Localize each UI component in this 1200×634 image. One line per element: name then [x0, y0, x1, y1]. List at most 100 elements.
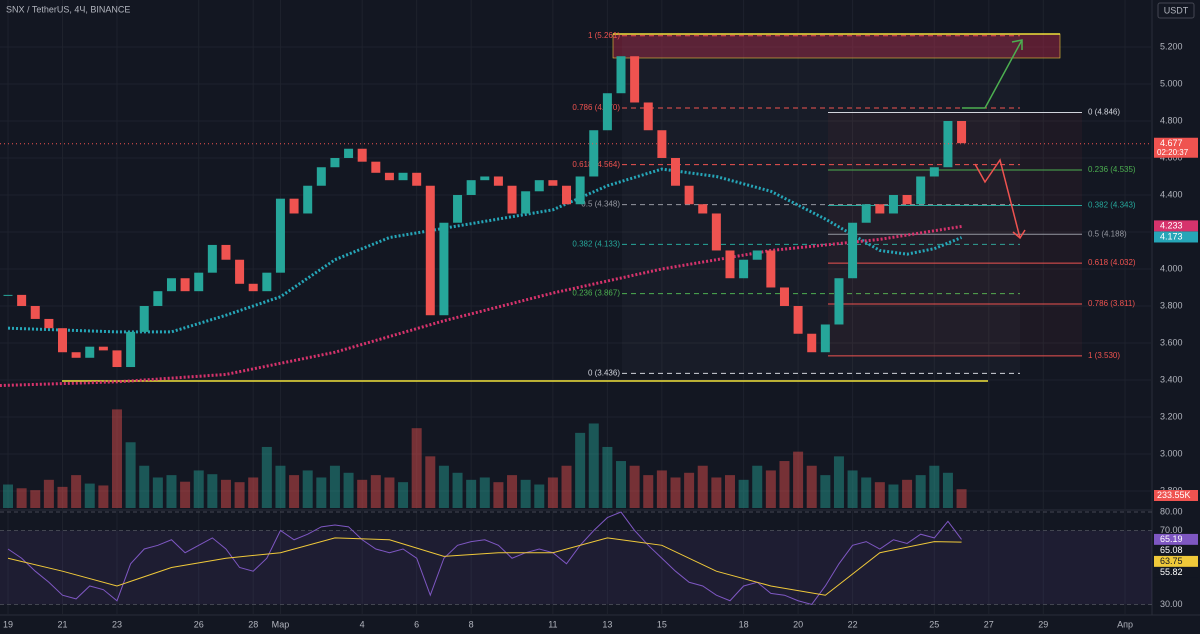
rsi-value: 55.82: [1160, 567, 1183, 577]
y-tick-label: 3.800: [1160, 300, 1183, 310]
x-tick-label: 8: [469, 619, 474, 629]
arrow-down: [974, 158, 1021, 239]
fib-label: 0.786 (3.811): [1088, 299, 1135, 308]
volume-bar: [697, 465, 708, 508]
arrow-up-head: [1011, 39, 1023, 50]
candle: [194, 272, 204, 292]
volume-bar: [874, 482, 885, 508]
volume-bar: [902, 479, 913, 508]
x-tick-label: 18: [739, 619, 749, 629]
fib-label: 0.236 (4.535): [1088, 165, 1136, 174]
rsi-line: [7, 511, 962, 606]
volume-bar: [793, 451, 804, 508]
volume-bar: [30, 490, 41, 508]
volume-bar: [261, 446, 272, 508]
volume-bar: [411, 428, 422, 508]
candle: [153, 291, 163, 306]
y-tick-label: 5.000: [1160, 78, 1183, 88]
candle: [698, 204, 708, 214]
fib-label: 0.5 (4.188): [1088, 229, 1127, 238]
fib-label: 0.5 (4.348): [581, 200, 620, 209]
ma-label: 4.173: [1160, 231, 1183, 241]
currency-box: [1157, 2, 1195, 19]
volume-bar: [493, 482, 504, 508]
candle: [303, 185, 313, 214]
volume-bar: [711, 477, 722, 508]
candle: [834, 278, 844, 325]
volume-bar: [193, 470, 204, 508]
fib-label: 1 (3.530): [1088, 351, 1120, 360]
x-tick-label: Апр: [1117, 619, 1133, 629]
x-tick-label: 19: [3, 619, 13, 629]
rsi-value: 65.19: [1160, 534, 1183, 544]
rsi-value: 65.08: [1160, 545, 1183, 555]
y-tick-label: 3.400: [1160, 374, 1183, 384]
volume-bar: [398, 482, 409, 508]
volume-bar: [357, 479, 368, 508]
arrow-down-head: [1012, 229, 1026, 240]
volume-bar: [289, 475, 300, 508]
candle: [684, 185, 694, 205]
fib-label: 1 (5.261): [588, 31, 620, 40]
candle: [916, 176, 926, 205]
volume-bar: [833, 456, 844, 508]
candle: [71, 352, 81, 358]
candle: [739, 259, 749, 279]
candle: [875, 204, 885, 214]
volume-bar: [57, 486, 68, 508]
volume-bar: [452, 472, 463, 508]
candle: [17, 294, 27, 306]
x-tick-label: 22: [848, 619, 858, 629]
candle: [412, 172, 422, 186]
candle: [98, 346, 108, 351]
candle: [807, 333, 817, 353]
candle: [262, 272, 272, 292]
volume-bar: [684, 472, 695, 508]
volume-bar: [915, 475, 926, 508]
candle: [221, 244, 231, 260]
y-tick-label: 4.000: [1160, 263, 1183, 273]
candle: [480, 176, 490, 181]
candle: [139, 305, 149, 332]
volume-bar: [302, 470, 313, 508]
volume-bar: [98, 485, 109, 508]
rsi-tick-label: 80.00: [1160, 506, 1183, 516]
moving-average: [0, 224, 962, 388]
volume-bar: [180, 481, 191, 508]
x-tick-label: 25: [929, 619, 939, 629]
x-tick-label: 27: [984, 619, 994, 629]
ma-label-bg: [1154, 220, 1198, 232]
candle: [929, 167, 939, 177]
candle: [670, 157, 680, 186]
volume-bar: [466, 479, 477, 508]
candle: [425, 185, 435, 316]
volume-bar: [629, 465, 640, 508]
volume-bar: [3, 484, 14, 508]
volume-bar: [139, 465, 150, 508]
x-tick-label: 13: [602, 619, 612, 629]
candle: [3, 294, 13, 296]
volume-bar: [724, 475, 735, 508]
volume-bar: [220, 479, 231, 508]
candle: [888, 194, 898, 214]
fib-label: 0.236 (3.867): [572, 289, 620, 298]
candle: [398, 172, 408, 181]
candle: [589, 130, 599, 177]
y-tick-label: 3.000: [1160, 448, 1183, 458]
volume-bar: [479, 477, 490, 508]
volume-bar: [956, 489, 967, 508]
volume-bar: [656, 470, 667, 508]
fib-label: 0.382 (4.343): [1088, 201, 1136, 210]
candle: [207, 244, 217, 273]
candle: [766, 250, 776, 288]
volume-bar: [384, 477, 395, 508]
candle: [44, 318, 54, 329]
x-tick-label: 11: [548, 619, 557, 629]
candle: [562, 185, 572, 205]
candle: [180, 278, 190, 292]
candle: [779, 287, 789, 306]
volume-bar: [602, 446, 613, 508]
candle: [616, 56, 626, 94]
